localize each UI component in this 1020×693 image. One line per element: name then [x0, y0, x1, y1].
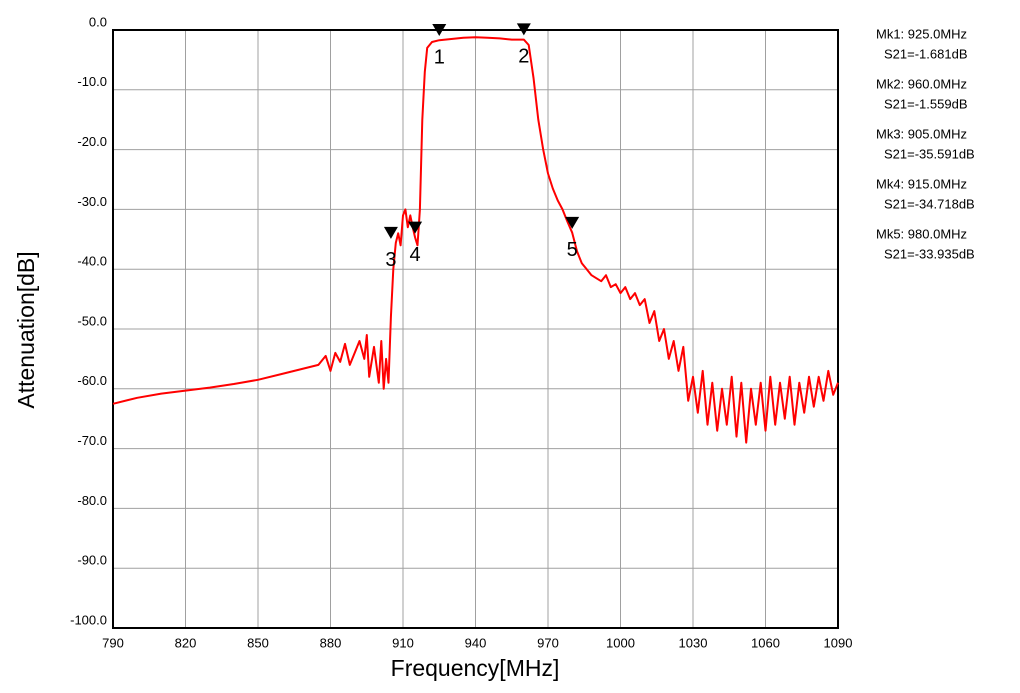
y-tick-label: 0.0 [89, 14, 107, 29]
x-tick-label: 910 [392, 635, 414, 650]
y-tick-label: -70.0 [77, 433, 107, 448]
marker [516, 23, 531, 36]
y-tick-label: -100.0 [70, 612, 107, 627]
y-tick-label: -30.0 [77, 194, 107, 209]
x-tick-label: 1030 [679, 635, 708, 650]
marker-readout: Mk5: 980.0MHz [876, 226, 967, 241]
marker-number: 2 [518, 46, 529, 68]
marker-readout: S21=-1.681dB [884, 46, 967, 61]
marker-number: 1 [434, 46, 445, 68]
y-tick-label: -80.0 [77, 493, 107, 508]
marker [408, 221, 423, 234]
marker-readout: S21=-1.559dB [884, 96, 967, 111]
x-tick-label: 970 [537, 635, 559, 650]
marker-readout: S21=-35.591dB [884, 146, 975, 161]
y-tick-label: -50.0 [77, 313, 107, 328]
marker [565, 216, 580, 229]
marker-readout: Mk4: 915.0MHz [876, 176, 967, 191]
y-tick-label: -40.0 [77, 254, 107, 269]
marker [432, 24, 447, 37]
x-tick-label: 1000 [606, 635, 635, 650]
marker-readout: S21=-33.935dB [884, 246, 975, 261]
x-axis-title: Frequency[MHz] [391, 655, 560, 681]
plot-frame [112, 29, 839, 629]
x-tick-label: 850 [247, 635, 269, 650]
x-tick-label: 790 [102, 635, 124, 650]
x-tick-label: 1090 [824, 635, 853, 650]
y-tick-label: -60.0 [77, 373, 107, 388]
x-tick-label: 880 [320, 635, 342, 650]
marker-readout: Mk2: 960.0MHz [876, 76, 967, 91]
marker-readout: Mk3: 905.0MHz [876, 126, 967, 141]
marker-number: 5 [567, 239, 578, 261]
y-tick-label: -10.0 [77, 74, 107, 89]
marker-readout: Mk1: 925.0MHz [876, 26, 967, 41]
marker-number: 4 [410, 244, 421, 266]
marker-number: 3 [385, 249, 396, 271]
y-tick-label: -90.0 [77, 553, 107, 568]
marker [383, 226, 398, 239]
marker-readout: S21=-34.718dB [884, 196, 975, 211]
x-tick-label: 820 [175, 635, 197, 650]
y-tick-label: -20.0 [77, 134, 107, 149]
x-tick-label: 940 [465, 635, 487, 650]
y-axis-title: Attenuation[dB] [13, 251, 39, 408]
x-tick-label: 1060 [751, 635, 780, 650]
trace [112, 36, 839, 444]
